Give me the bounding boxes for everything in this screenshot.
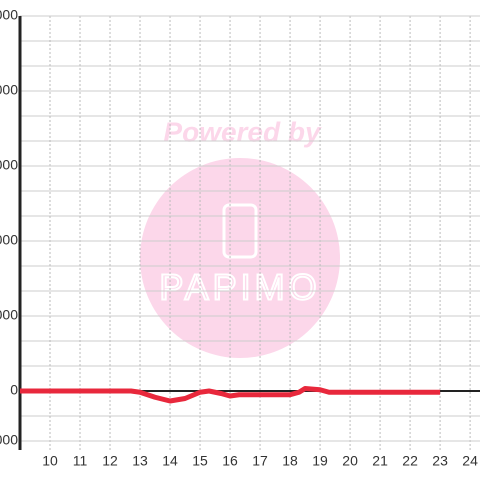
watermark-text: Powered by (163, 116, 322, 147)
watermark-icon (222, 203, 258, 259)
x-tick-label: 22 (402, 453, 418, 469)
y-tick-label: -20,000 (0, 432, 18, 448)
x-tick-label: 24 (462, 453, 478, 469)
y-tick-label: 90,000 (0, 157, 18, 173)
y-tick-label: 120,000 (0, 82, 18, 98)
x-tick-label: 16 (222, 453, 238, 469)
x-tick-label: 11 (73, 453, 88, 469)
x-tick-label: 12 (102, 453, 118, 469)
x-tick-label: 20 (342, 453, 358, 469)
y-tick-label: 60,000 (0, 232, 18, 248)
x-tick-label: 13 (132, 453, 148, 469)
x-tick-label: 10 (42, 453, 58, 469)
x-tick-label: 21 (372, 453, 388, 469)
x-tick-label: 23 (432, 453, 448, 469)
x-tick-label: 14 (162, 453, 178, 469)
watermark-logo: PAPIMO (159, 267, 320, 308)
y-tick-label: 150,000 (0, 7, 18, 23)
y-tick-label: 0 (10, 382, 18, 398)
line (20, 386, 441, 404)
x-tick-label: 19 (312, 453, 328, 469)
x-tick-label: 17 (252, 453, 268, 469)
x-tick-label: 18 (282, 453, 298, 469)
y-tick-label: 30,000 (0, 307, 18, 323)
x-tick-label: 15 (192, 453, 208, 469)
